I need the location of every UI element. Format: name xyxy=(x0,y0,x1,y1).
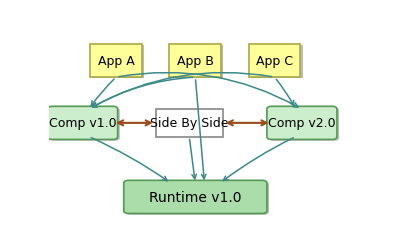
FancyArrowPatch shape xyxy=(228,121,266,126)
FancyArrowPatch shape xyxy=(119,73,298,108)
FancyBboxPatch shape xyxy=(50,108,120,141)
FancyArrowPatch shape xyxy=(93,73,272,108)
FancyArrowPatch shape xyxy=(189,140,196,179)
FancyArrowPatch shape xyxy=(118,121,151,126)
FancyBboxPatch shape xyxy=(48,107,118,140)
FancyBboxPatch shape xyxy=(90,45,142,78)
FancyArrowPatch shape xyxy=(93,78,193,108)
FancyBboxPatch shape xyxy=(172,46,223,79)
Text: Comp v2.0: Comp v2.0 xyxy=(268,117,336,130)
Text: App A: App A xyxy=(98,55,134,68)
FancyBboxPatch shape xyxy=(249,45,300,78)
FancyBboxPatch shape xyxy=(169,45,221,78)
FancyBboxPatch shape xyxy=(92,46,144,79)
Text: Comp v1.0: Comp v1.0 xyxy=(49,117,116,130)
FancyBboxPatch shape xyxy=(267,107,337,140)
Text: App C: App C xyxy=(256,55,293,68)
FancyBboxPatch shape xyxy=(156,110,223,137)
FancyArrowPatch shape xyxy=(223,138,293,181)
Text: Runtime v1.0: Runtime v1.0 xyxy=(149,190,242,204)
Text: App B: App B xyxy=(177,55,214,68)
FancyBboxPatch shape xyxy=(126,182,269,215)
FancyBboxPatch shape xyxy=(251,46,303,79)
Text: Side By Side: Side By Side xyxy=(150,117,228,130)
FancyBboxPatch shape xyxy=(269,108,339,141)
FancyArrowPatch shape xyxy=(276,80,294,106)
FancyArrowPatch shape xyxy=(196,81,206,179)
FancyBboxPatch shape xyxy=(124,181,267,214)
FancyArrowPatch shape xyxy=(91,138,167,181)
FancyArrowPatch shape xyxy=(91,80,114,106)
